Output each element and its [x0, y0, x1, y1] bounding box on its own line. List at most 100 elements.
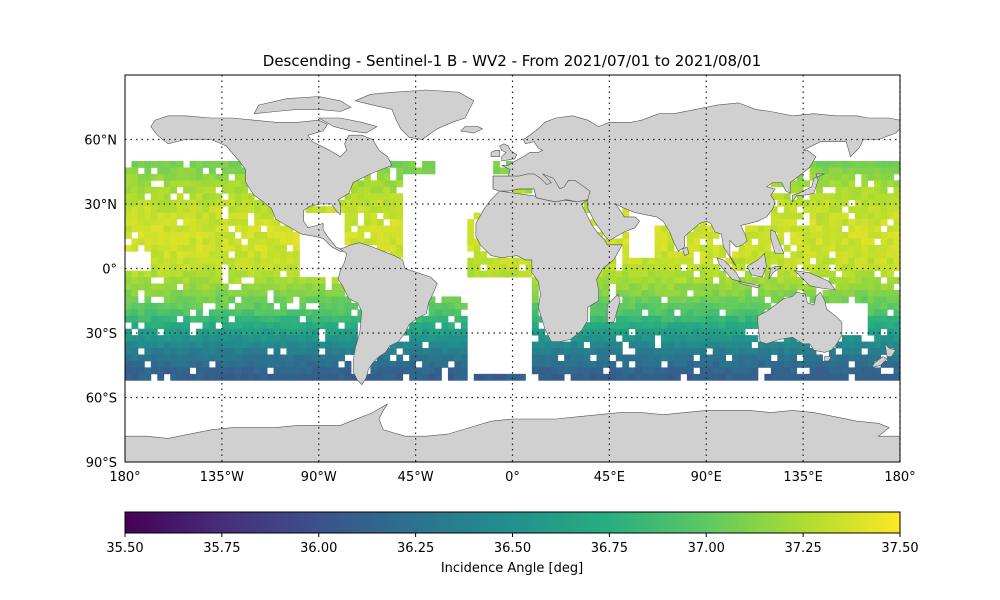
data-cell — [196, 283, 203, 291]
data-cell — [887, 257, 894, 265]
data-cell — [622, 212, 630, 220]
data-cell — [835, 290, 843, 297]
data-cell — [512, 186, 520, 194]
data-cell — [661, 354, 668, 362]
data-cell — [254, 283, 262, 291]
data-cell — [351, 341, 358, 349]
data-cell — [499, 264, 507, 272]
data-cell — [777, 283, 785, 291]
data-cell — [137, 199, 145, 207]
data-cell — [131, 212, 139, 220]
data-cell — [286, 309, 294, 317]
data-cell — [854, 348, 862, 355]
data-cell — [396, 219, 404, 226]
data-cell — [312, 373, 320, 381]
data-cell — [699, 360, 707, 368]
data-cell — [480, 251, 488, 259]
data-cell — [428, 360, 436, 368]
data-cell — [835, 219, 843, 226]
data-cell — [841, 238, 849, 246]
data-cell — [861, 212, 869, 220]
data-cell — [228, 206, 236, 213]
data-cell — [874, 257, 882, 265]
data-cell — [745, 257, 752, 265]
data-cell — [641, 335, 649, 342]
data-cell — [125, 290, 132, 297]
data-cell — [686, 270, 694, 278]
data-cell — [125, 328, 132, 336]
data-cell — [635, 270, 643, 278]
data-cell — [286, 238, 294, 246]
data-cell — [208, 277, 216, 284]
data-cell — [473, 251, 481, 259]
data-cell — [163, 322, 171, 330]
data-cell — [260, 328, 268, 336]
data-cell — [848, 270, 856, 278]
land-afro-eurasia — [475, 102, 901, 342]
data-cell — [202, 283, 210, 291]
data-cell — [383, 238, 391, 246]
data-cell — [144, 244, 152, 252]
data-cell — [757, 277, 765, 284]
data-cell — [486, 373, 494, 381]
data-cell — [880, 302, 888, 310]
data-cell — [344, 296, 352, 304]
data-cell — [183, 212, 190, 220]
data-cell — [176, 373, 184, 381]
data-cell — [305, 206, 313, 213]
data-cell — [215, 309, 223, 317]
data-cell — [383, 354, 391, 362]
data-cell — [234, 354, 242, 362]
data-cell — [221, 180, 229, 188]
data-cell — [822, 193, 830, 201]
data-cell — [454, 367, 462, 375]
data-cell — [267, 206, 274, 213]
data-cell — [215, 328, 223, 336]
data-cell — [286, 367, 294, 375]
data-cell — [189, 270, 197, 278]
data-cell — [228, 354, 236, 362]
data-cell — [183, 283, 190, 291]
data-cell — [809, 251, 817, 259]
data-cell — [732, 373, 739, 381]
data-cell — [809, 231, 817, 239]
data-cell — [144, 309, 152, 317]
data-cell — [770, 257, 778, 265]
data-cell — [331, 315, 339, 323]
data-cell — [176, 360, 184, 368]
data-cell — [602, 302, 610, 310]
data-cell — [783, 206, 791, 213]
data-cell — [790, 373, 798, 381]
data-cell — [435, 335, 442, 342]
data-cell — [254, 296, 262, 304]
data-cell — [822, 257, 830, 265]
data-cell — [473, 257, 481, 265]
data-cell — [874, 348, 882, 355]
data-cell — [208, 309, 216, 317]
data-cell — [144, 225, 152, 233]
data-cell — [331, 354, 339, 362]
data-cell — [854, 244, 862, 252]
data-cell — [183, 219, 190, 226]
data-cell — [144, 315, 152, 323]
data-cell — [331, 290, 339, 297]
data-cell — [241, 335, 249, 342]
data-cell — [441, 335, 449, 342]
figure-title: Descending - Sentinel-1 B - WV2 - From 2… — [263, 52, 761, 70]
data-cell — [745, 238, 752, 246]
data-cell — [415, 373, 423, 381]
data-cell — [376, 373, 384, 381]
data-cell — [686, 277, 694, 284]
data-cell — [861, 244, 869, 252]
data-cell — [422, 335, 429, 342]
data-cell — [680, 322, 688, 330]
data-cell — [299, 290, 307, 297]
data-cell — [157, 206, 165, 213]
data-cell — [525, 257, 533, 265]
data-cell — [176, 206, 184, 213]
data-cell — [661, 264, 668, 272]
data-cell — [157, 193, 165, 201]
data-cell — [790, 199, 798, 207]
data-cell — [396, 244, 404, 252]
data-cell — [137, 180, 145, 188]
